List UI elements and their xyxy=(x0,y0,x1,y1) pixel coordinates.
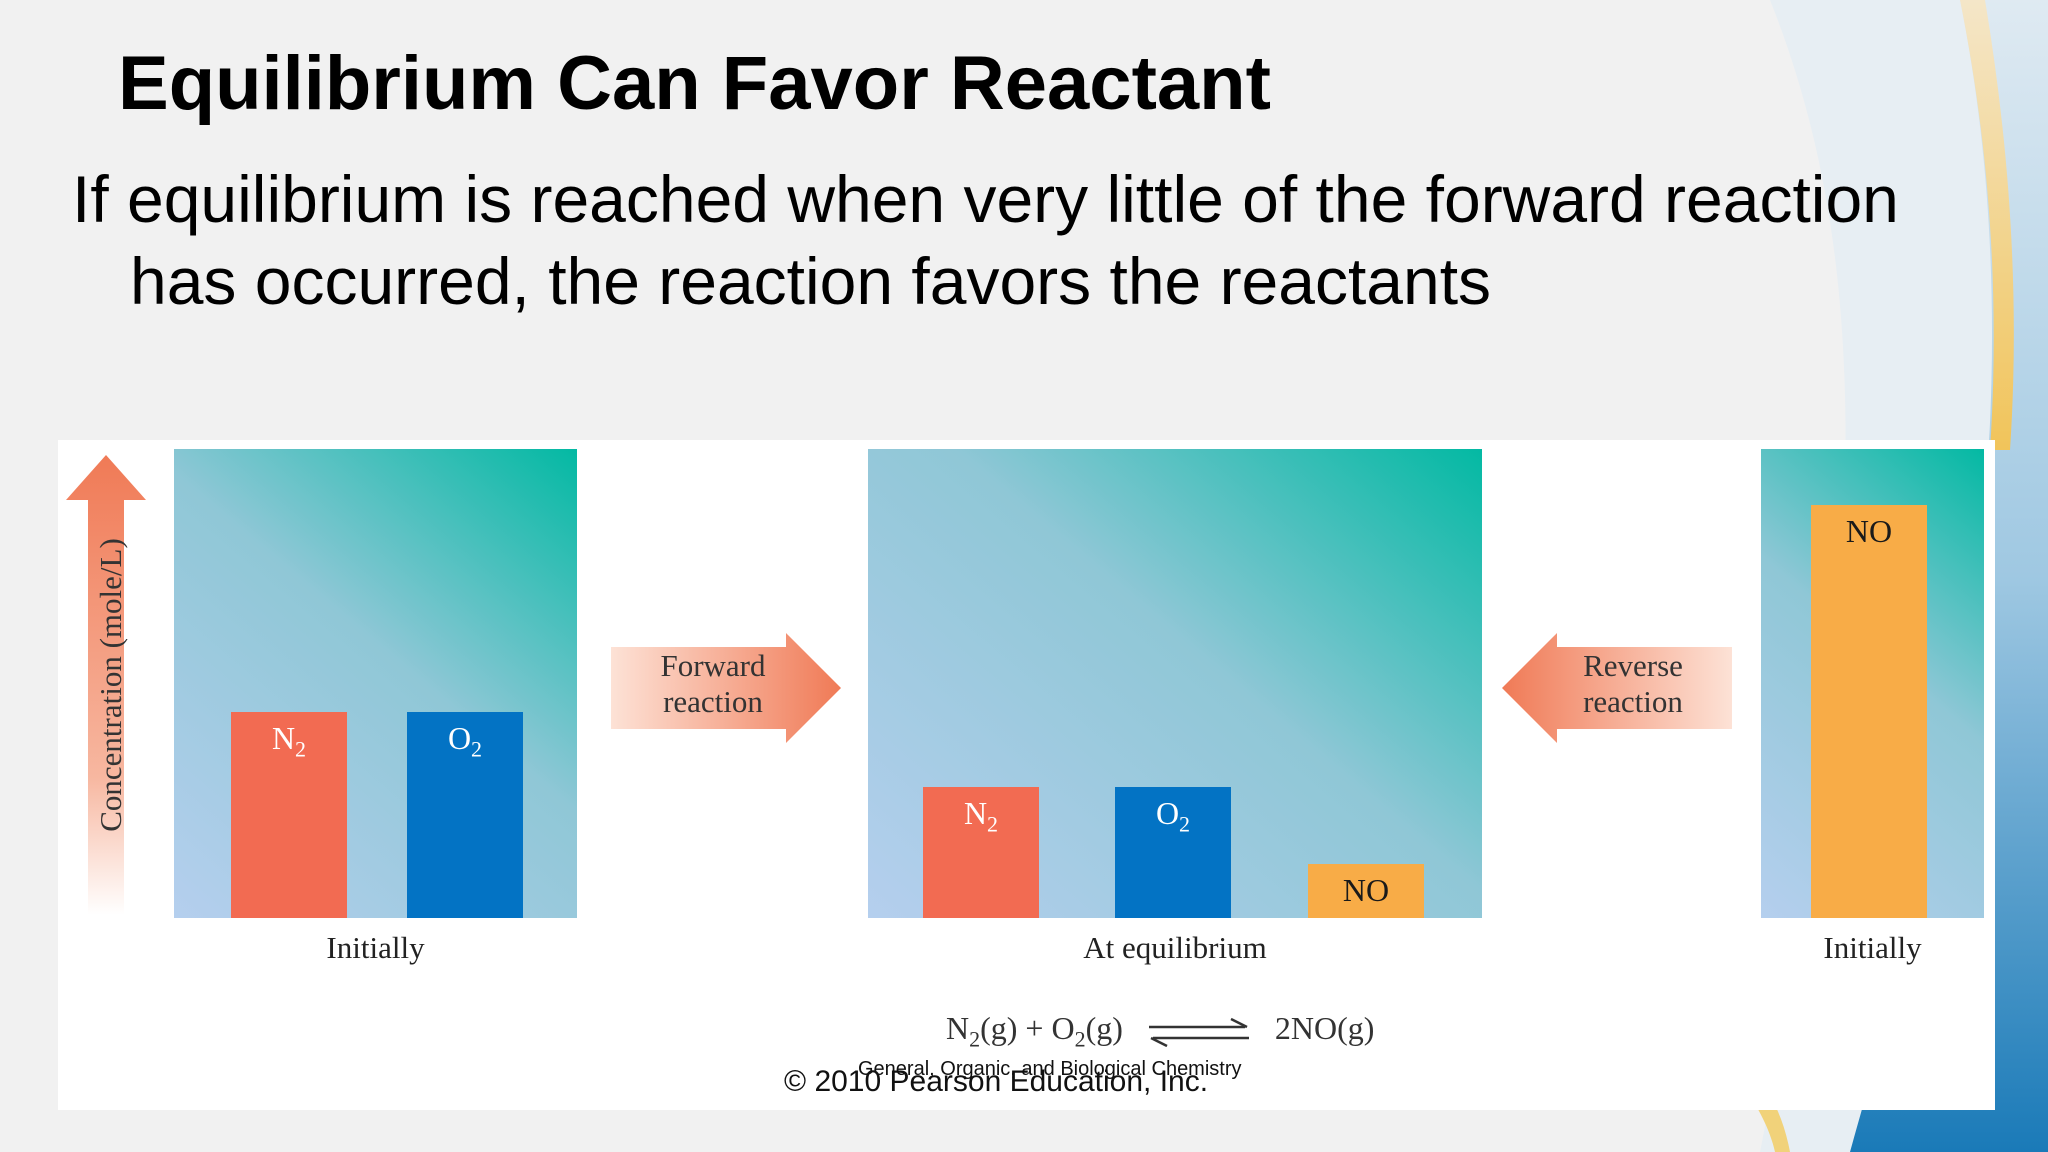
eq-plus: + xyxy=(1025,1010,1044,1046)
bar-o2: O2 xyxy=(1115,787,1231,918)
forward-label-line-1: Forward xyxy=(660,648,766,683)
eq-o2-state: (g) xyxy=(1085,1010,1123,1046)
slide-title: Equilibrium Can Favor Reactant xyxy=(118,41,1271,126)
bar-n2: N2 xyxy=(231,712,347,918)
y-axis-label: Concentration (mole/L) xyxy=(93,538,128,832)
body-line-2: has occurred, the reaction favors the re… xyxy=(130,244,1492,318)
eq-product: 2NO(g) xyxy=(1274,1010,1375,1046)
bar-no: NO xyxy=(1811,505,1927,918)
bar-label-n2: N2 xyxy=(963,795,999,837)
bar-n2: N2 xyxy=(923,787,1039,918)
panel-at-equilibrium: N2 O2 NO xyxy=(868,449,1482,918)
reaction-equation: N2(g) + O2(g) 2NO(g) xyxy=(946,1010,1374,1052)
caption-initially-left: Initially xyxy=(326,930,425,965)
bar-label-n2: N2 xyxy=(271,720,307,762)
slide-body-text: If equilibrium is reached when very litt… xyxy=(72,158,2002,322)
bar-label-no: NO xyxy=(1845,513,1893,549)
bar-label-o2: O2 xyxy=(447,720,483,762)
bar-label-no: NO xyxy=(1342,872,1390,908)
bar-no: NO xyxy=(1308,864,1424,918)
eq-o2-subscript: 2 xyxy=(1074,1026,1086,1052)
panel-initially-product: NO xyxy=(1761,449,1984,918)
concentration-axis-arrow xyxy=(66,455,146,915)
bar-label-o2: O2 xyxy=(1155,795,1191,837)
body-line-1: If equilibrium is reached when very litt… xyxy=(72,162,1899,236)
eq-n2: N xyxy=(946,1010,970,1046)
equilibrium-arrows-icon xyxy=(1148,1017,1249,1047)
eq-n2-subscript: 2 xyxy=(969,1026,981,1052)
forward-reaction-label: Forward reaction xyxy=(628,648,798,720)
footer-course-title: General, Organic, and Biological Chemist… xyxy=(858,1058,1242,1080)
reverse-reaction-arrow xyxy=(1502,633,1732,743)
equilibrium-figure: Concentration (mole/L) N2 O2 Initially Fo… xyxy=(58,440,1995,1110)
caption-at-equilibrium: At equilibrium xyxy=(1083,930,1267,965)
forward-label-line-2: reaction xyxy=(663,684,763,719)
bar-o2: O2 xyxy=(407,712,523,918)
caption-initially-right: Initially xyxy=(1823,930,1922,965)
eq-o2: O xyxy=(1051,1010,1075,1046)
panel-initially-reactants: N2 O2 xyxy=(174,449,577,918)
copyright-text: © 2010 Pearson Education, Inc. xyxy=(784,1065,1209,1098)
forward-reaction-arrow xyxy=(611,633,841,743)
reverse-reaction-label: Reverse reaction xyxy=(1548,648,1718,720)
eq-n2-state: (g) xyxy=(980,1010,1018,1046)
reverse-label-line-2: reaction xyxy=(1583,684,1683,719)
reverse-label-line-1: Reverse xyxy=(1583,648,1683,683)
